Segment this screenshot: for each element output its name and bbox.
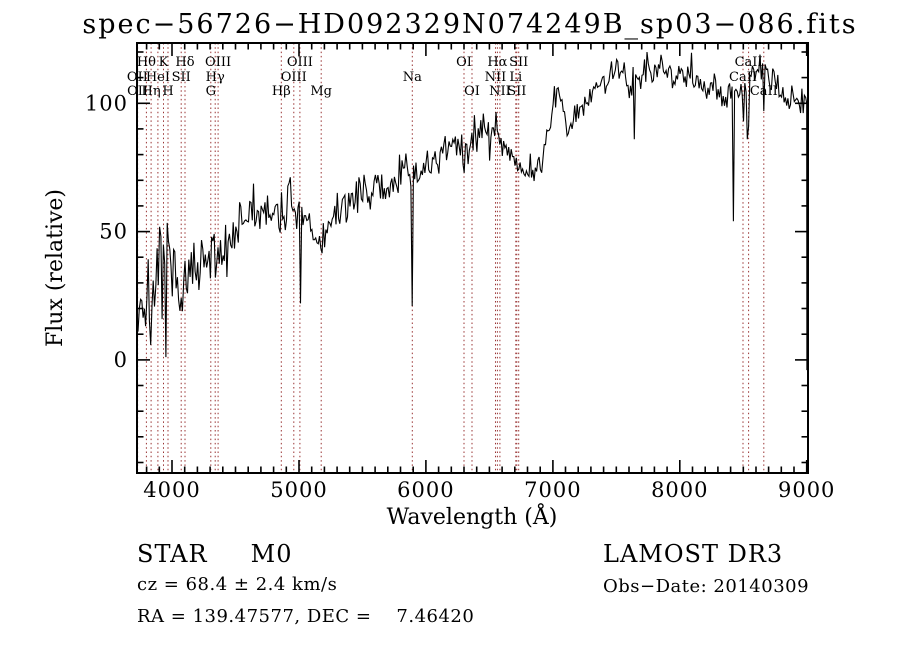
x-tick-label: 7000 [524,478,581,502]
x-axis-label: Wavelength (Å) [387,502,558,530]
spectral-line-label: Hδ [175,55,194,70]
cz-velocity-text: cz = 68.4 ± 2.4 km/s [137,574,338,595]
spectral-line-label: Na [403,70,422,85]
spectral-line-label: Mg [310,84,332,99]
spectral-line-label: SII [172,70,191,85]
y-tick-label: 0 [114,348,128,372]
spectrum-trace-group [137,51,808,458]
spectral-line-label: Hη [142,84,161,99]
spectral-line-label: OIII [281,70,307,85]
y-tick-label: 50 [99,220,128,244]
spectral-line-label: Hβ [272,84,291,99]
spectral-line-label: Li [509,70,522,85]
x-tick-label: 5000 [270,478,327,502]
spectral-line-label: SII [509,55,528,70]
spectral-line-label: CaII [750,84,778,99]
x-tick-label: 8000 [651,478,708,502]
absorption-line-markers [136,43,765,473]
spectral-line-label: OI [456,55,472,70]
plot-title: spec−56726−HD092329N074249B_sp03−086.fit… [82,9,857,40]
axes-and-ticks: 4000 5000 6000 7000 8000 9000 0 50 100 [85,42,835,502]
spectral-line-label: OIII [205,55,231,70]
x-tick-label: 9000 [778,478,835,502]
spectral-line-label: SII [507,84,526,99]
spectrum-line [137,51,808,458]
spectral-line-label: Hα [487,55,507,70]
obs-date-text: Obs−Date: 20140309 [603,576,810,597]
x-tick-label: 6000 [397,478,454,502]
spectral-line-label: NII [489,84,511,99]
spectral-line-label: Hθ [137,55,156,70]
y-axis-label: Flux (relative) [43,189,68,347]
spectral-line-label: CaII [729,70,757,85]
y-tick-label: 100 [85,91,128,115]
object-class-text: STAR M0 [137,540,293,568]
spectral-line-label: NII [485,70,507,85]
spectral-line-label: OIII [287,55,313,70]
spectral-line-label: H [162,84,173,99]
spectral-line-label: HeI [146,70,170,85]
spectral-line-label: Hγ [206,70,225,85]
spectral-line-label: G [206,84,216,99]
ra-dec-text: RA = 139.47577, DEC = 7.46420 [137,606,475,627]
spectral-line-label: CaII [735,55,763,70]
x-tick-label: 4000 [143,478,200,502]
spectral-line-label: OI [464,84,480,99]
spectral-line-label: K [159,55,169,70]
survey-release-text: LAMOST DR3 [603,540,784,568]
